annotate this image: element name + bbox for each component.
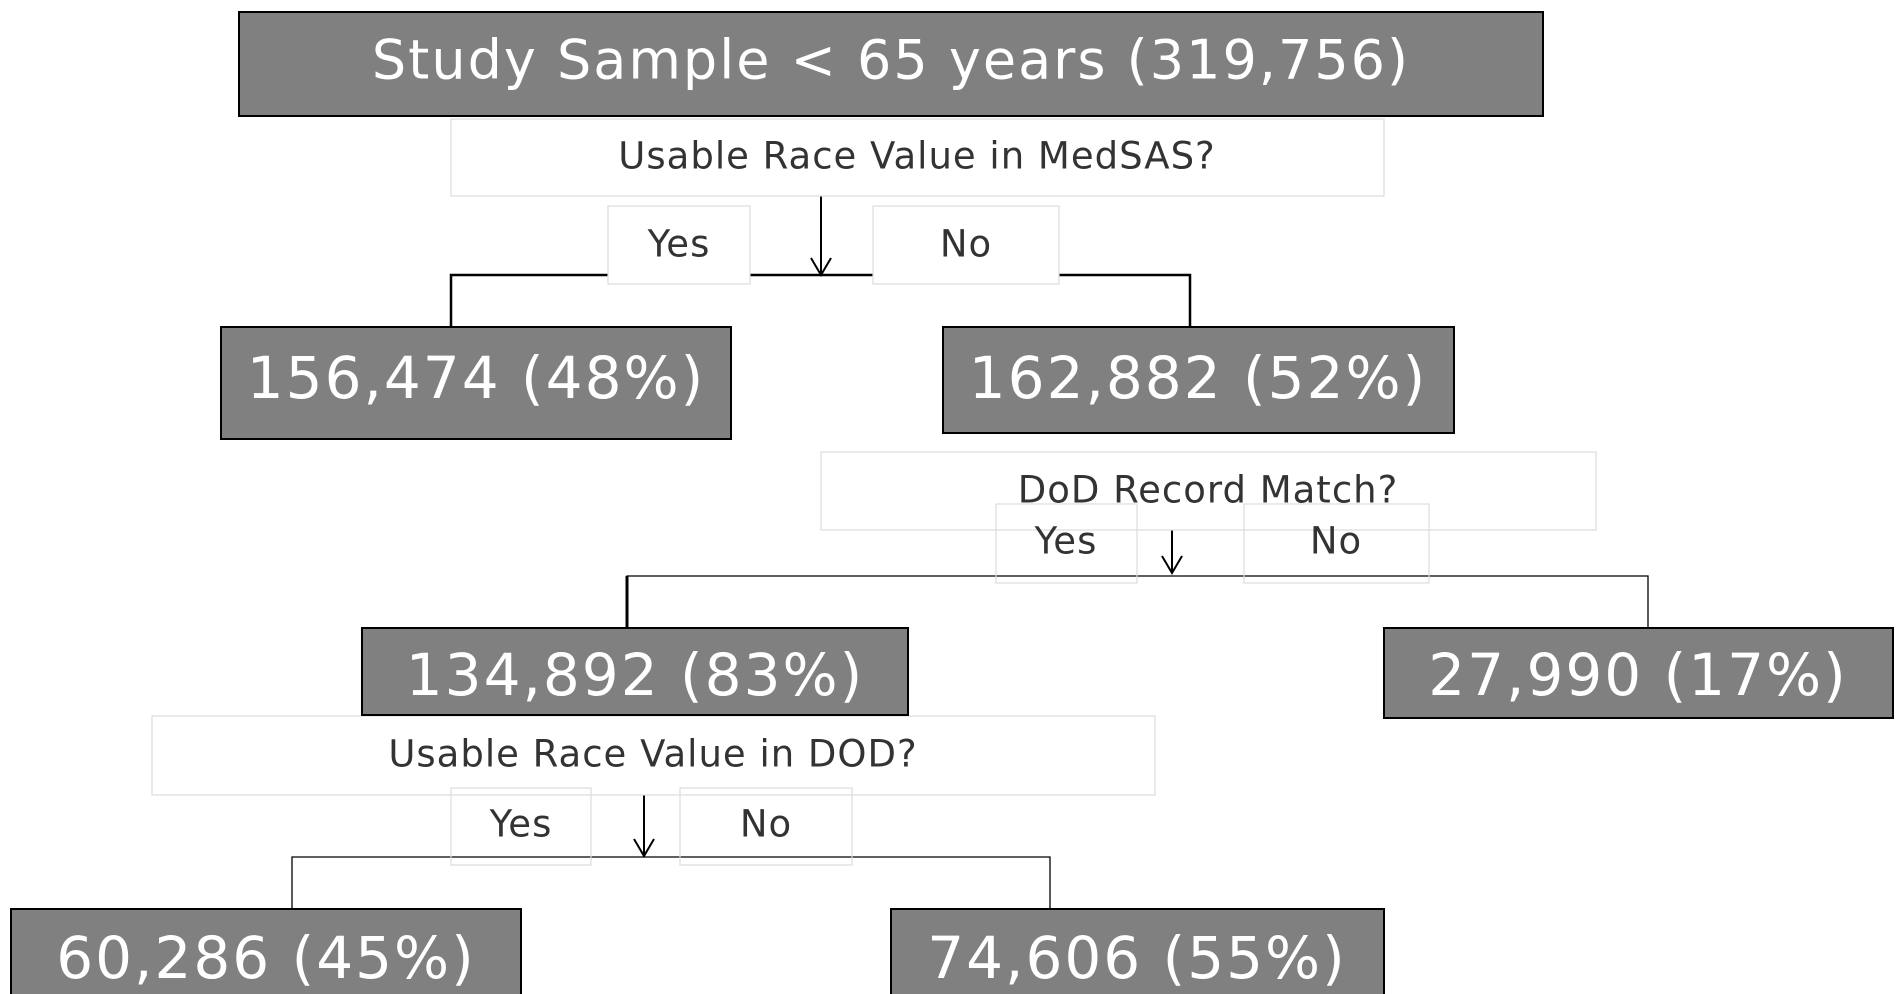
node-label: 162,882 (52%) [969,344,1427,412]
question-box [820,451,1597,531]
answer-no: No [872,205,1060,285]
answer-box [679,787,853,866]
node-box [1383,627,1894,719]
answer-no: No [1243,503,1430,584]
answer-box [872,205,1060,285]
answer-no: No [679,787,853,866]
answer-text: Yes [647,223,711,266]
question: Usable Race Value in MedSAS? [450,118,1385,197]
branch-line [291,856,1051,909]
node: 27,990 (17%) [1383,627,1894,719]
question-text: Usable Race Value in DOD? [388,733,917,776]
question-text: Usable Race Value in MedSAS? [618,135,1215,178]
node-label: 156,474 (48%) [247,344,705,412]
node-box [10,908,522,994]
node: 162,882 (52%) [942,326,1455,434]
node-label: 27,990 (17%) [1428,641,1848,709]
node-box [238,11,1544,117]
question: Usable Race Value in DOD? [151,715,1156,796]
node-box [220,326,732,440]
node-label: 60,286 (45%) [56,924,476,992]
answer-box [607,205,751,285]
arrow-head [633,838,655,858]
node: 156,474 (48%) [220,326,732,440]
answer-yes: Yes [450,787,592,866]
node-label: 74,606 (55%) [927,924,1347,992]
answer-box [450,787,592,866]
answer-yes: Yes [607,205,751,285]
node: 60,286 (45%) [10,908,522,994]
node-label: Study Sample < 65 years (319,756) [372,29,1410,92]
node-label: 134,892 (83%) [406,641,864,709]
answer-text: Yes [489,803,553,846]
question-box [450,118,1385,197]
question-box [151,715,1156,796]
answer-text: No [740,803,792,846]
node-box [942,326,1455,434]
node-box [890,908,1385,994]
answer-text: Yes [1034,520,1098,563]
answer-box [1243,503,1430,584]
branch-line [626,575,1649,628]
answer-box [995,503,1138,584]
node-box [361,627,909,716]
answer-yes: Yes [995,503,1138,584]
answer-text: No [1310,520,1362,563]
answer-text: No [940,223,992,266]
node: Study Sample < 65 years (319,756) [238,11,1544,117]
arrow-head [1161,555,1183,575]
question: DoD Record Match? [820,451,1597,531]
node: 74,606 (55%) [890,908,1385,994]
node: 134,892 (83%) [361,627,909,716]
branch-line [449,273,1192,327]
